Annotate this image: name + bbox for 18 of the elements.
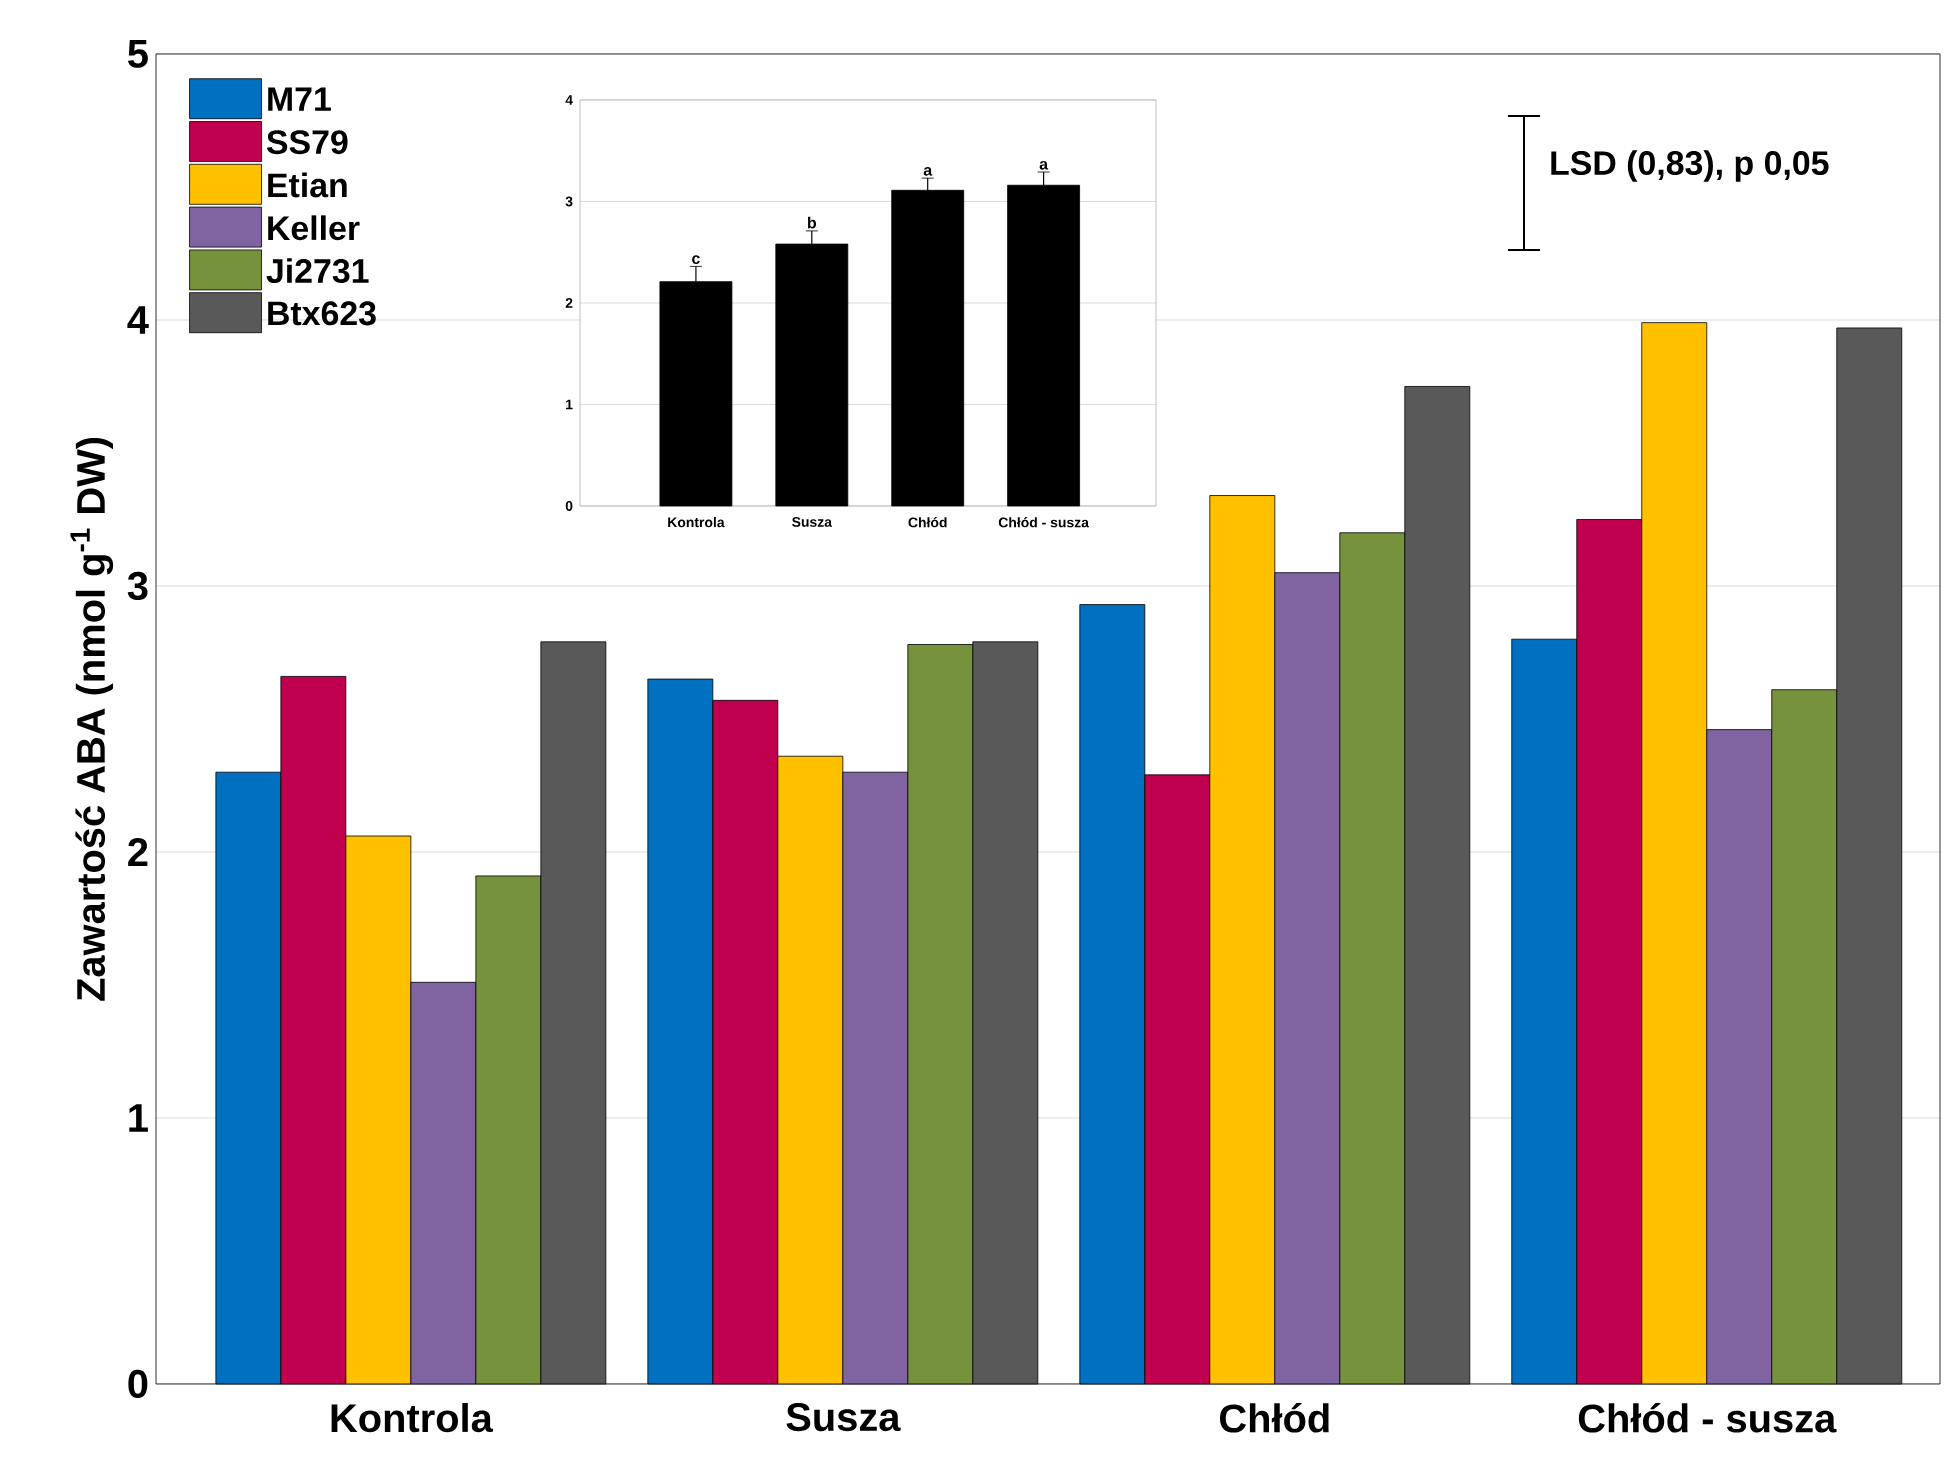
legend-label: Ji2731 [266,258,369,284]
x-tick-label: Kontrola [331,1403,494,1433]
legend-label: Btx623 [268,301,376,326]
x-tick-label: Susza [786,1403,901,1432]
y-tick-label: 5 [128,40,148,68]
y-tick-label: 1 [129,1104,148,1132]
x-tick-label: Chłód [1219,1403,1329,1433]
y-tick-label: 2 [128,838,148,866]
legend-label: Keller [268,215,360,241]
legend-label: M71 [268,87,331,111]
annotation: LSD (0,83), p 0,05 [1551,150,1829,182]
y-tick-label: 3 [127,571,148,601]
x-tick-label: Chłód - susza [1578,1403,1837,1433]
legend-label: SS79 [266,130,348,155]
y-tick-label: 0 [128,1369,148,1399]
y-axis-title: Zawartość ABA (nmol g$^{-1}$ DW) [70,437,114,1001]
y-tick-label: 4 [127,306,149,334]
legend-label: Etian [268,172,347,198]
